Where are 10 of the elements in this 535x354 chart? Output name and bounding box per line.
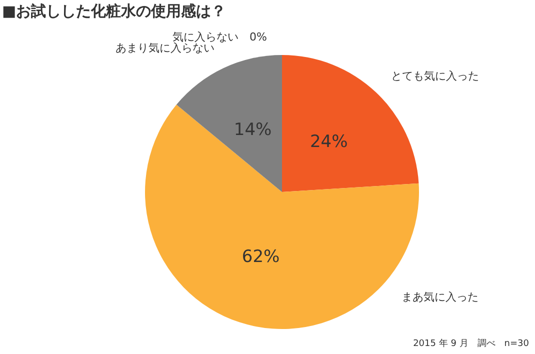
chart-title: ■お試しした化粧水の使用感は？: [2, 2, 226, 21]
text: 2015 年 9 月 調べ n=30: [413, 338, 529, 350]
slice-label: まあ気に入った: [401, 290, 478, 304]
slice-label: とても気に入った: [390, 70, 479, 83]
data-label: 24%: [310, 132, 348, 152]
slice-label: あまり気に入らない: [115, 42, 214, 55]
data-label: 14%: [234, 120, 272, 140]
data-label: 62%: [242, 247, 280, 268]
category-label: 気に入らない 0%: [172, 30, 267, 44]
pie-slice: [176, 55, 282, 192]
